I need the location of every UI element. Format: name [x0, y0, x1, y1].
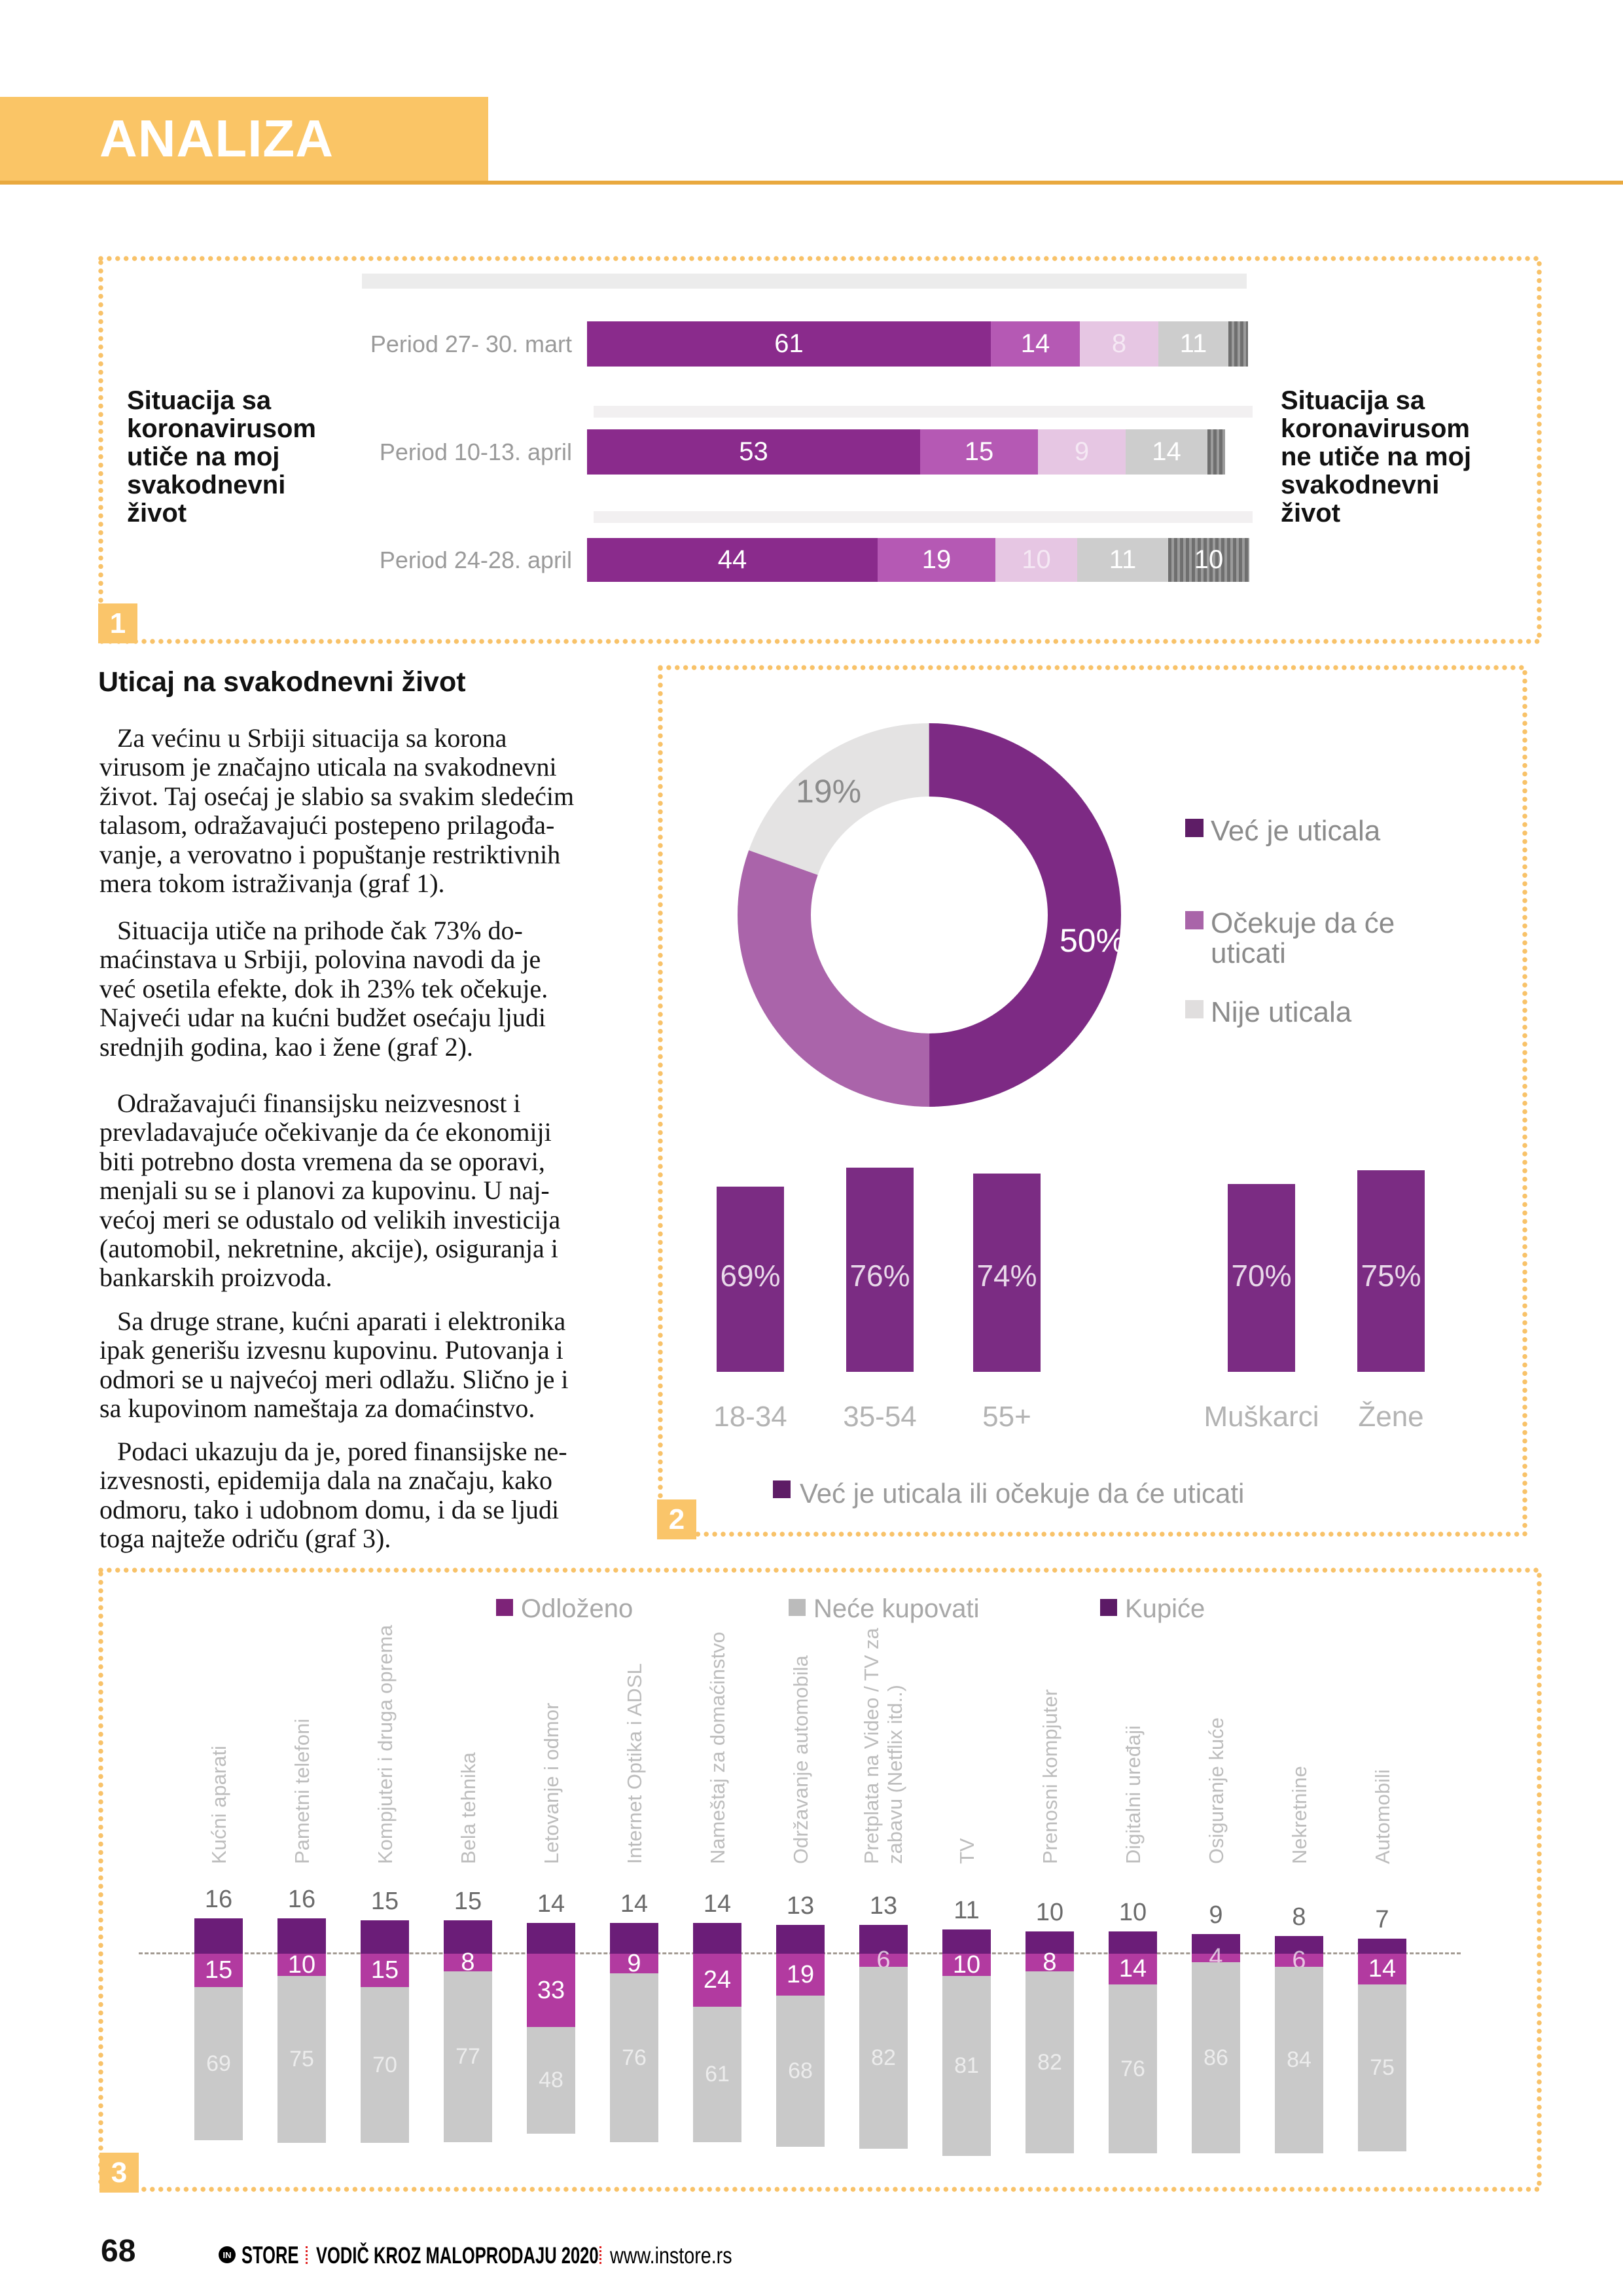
- svg-text:IN: IN: [223, 2250, 232, 2260]
